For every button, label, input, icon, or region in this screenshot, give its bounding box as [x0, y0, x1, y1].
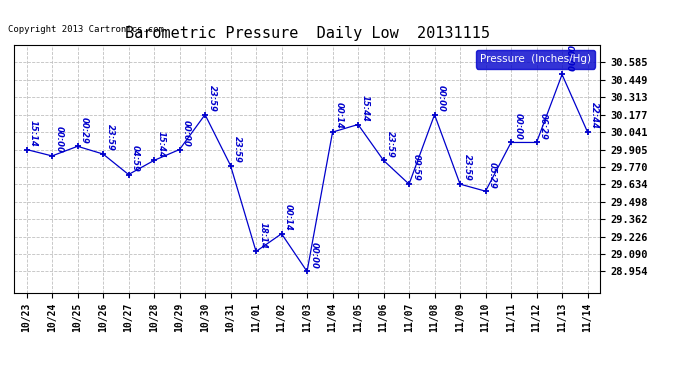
- Text: 23:59: 23:59: [208, 85, 217, 112]
- Text: 15:14: 15:14: [29, 120, 38, 147]
- Text: 06:29: 06:29: [539, 113, 548, 140]
- Text: 00:00: 00:00: [310, 242, 319, 269]
- Text: 23:59: 23:59: [233, 136, 242, 163]
- Text: 23:59: 23:59: [106, 124, 115, 151]
- Text: 23:59: 23:59: [462, 154, 471, 182]
- Title: Barometric Pressure  Daily Low  20131115: Barometric Pressure Daily Low 20131115: [125, 26, 489, 41]
- Text: Copyright 2013 Cartronics.com: Copyright 2013 Cartronics.com: [8, 25, 164, 34]
- Text: 09:59: 09:59: [411, 154, 420, 182]
- Text: 00:00: 00:00: [437, 85, 446, 112]
- Text: 05:29: 05:29: [488, 162, 497, 188]
- Text: 22:44: 22:44: [590, 102, 599, 129]
- Legend: Pressure  (Inches/Hg): Pressure (Inches/Hg): [476, 50, 595, 69]
- Text: 00:29: 00:29: [80, 117, 89, 144]
- Text: 00:14: 00:14: [335, 102, 344, 129]
- Text: 00:00: 00:00: [182, 120, 191, 147]
- Text: 15:44: 15:44: [157, 131, 166, 158]
- Text: 15:44: 15:44: [360, 95, 369, 122]
- Text: 23:59: 23:59: [386, 131, 395, 158]
- Text: 00:00: 00:00: [564, 45, 573, 72]
- Text: 18:14: 18:14: [259, 222, 268, 249]
- Text: 00:14: 00:14: [284, 204, 293, 231]
- Text: 00:00: 00:00: [55, 126, 63, 153]
- Text: 04:59: 04:59: [131, 145, 140, 172]
- Text: 00:00: 00:00: [513, 113, 522, 140]
